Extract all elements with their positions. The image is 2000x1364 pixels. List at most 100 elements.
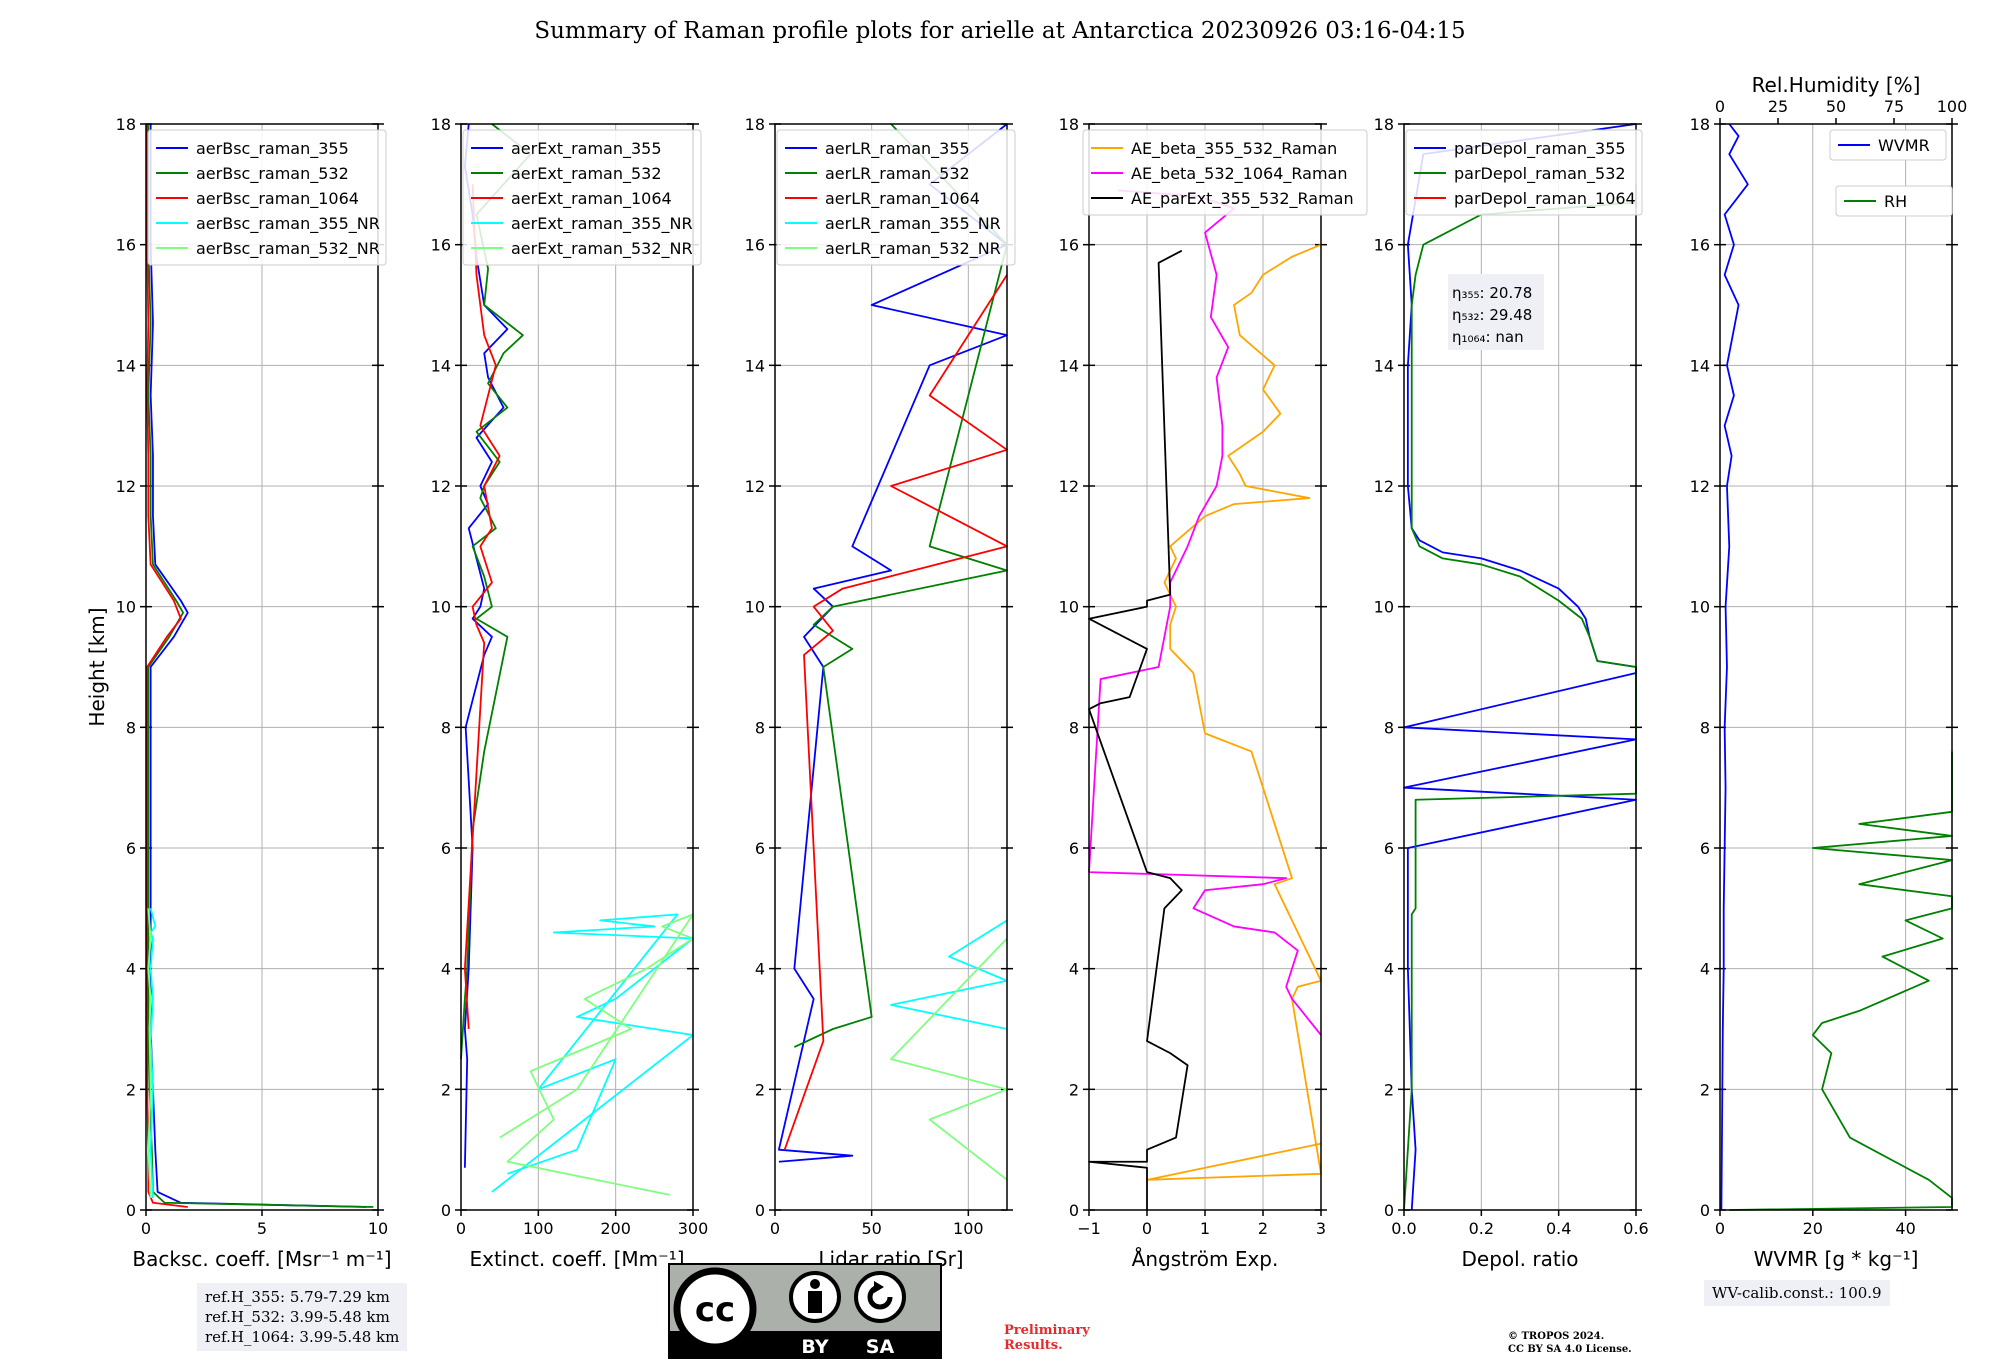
legend-label: aerBsc_raman_1064 (196, 189, 359, 209)
series-aerBsc_raman_1064 (146, 124, 188, 1208)
y-tick-label: 2 (1384, 1080, 1394, 1099)
x-tick-label: 50 (861, 1219, 881, 1238)
y-tick-label: 14 (1374, 356, 1394, 375)
copyright-line-2: CC BY SA 4.0 License. (1508, 1344, 1632, 1355)
x-tick-label: 0.4 (1546, 1219, 1571, 1238)
x-tick-label: 100 (953, 1219, 984, 1238)
y-tick-label: 12 (1690, 477, 1710, 496)
x-axis-label: Ångström Exp. (1132, 1247, 1279, 1271)
legend-label: WVMR (1878, 136, 1930, 155)
legend-box (1082, 129, 1368, 216)
y-tick-label: 6 (1700, 839, 1710, 858)
axes-frame (774, 123, 1008, 1211)
x-axis-label: WVMR [g * kg⁻¹] (1754, 1247, 1919, 1271)
y-tick-label: 12 (1374, 477, 1394, 496)
y-tick-label: 16 (1059, 236, 1079, 255)
y-tick-label: 2 (441, 1080, 451, 1099)
cc-text: cc (695, 1290, 735, 1330)
y-tick-label: 16 (1690, 236, 1710, 255)
y-tick-label: 14 (1690, 356, 1710, 375)
y-tick-label: 18 (745, 115, 765, 134)
y-tick-label: 18 (431, 115, 451, 134)
by-text: BY (801, 1336, 828, 1358)
axes-frame (460, 123, 694, 1211)
x-tick-label: 3 (1316, 1219, 1326, 1238)
top-tick-label: 50 (1826, 97, 1846, 116)
y-tick-label: 6 (441, 839, 451, 858)
legend-label: aerLR_raman_532 (825, 164, 970, 184)
y-tick-label: 4 (441, 960, 451, 979)
y-tick-label: 10 (1059, 598, 1079, 617)
top-tick-label: 0 (1715, 97, 1725, 116)
series-aerBsc_raman_532_NR (147, 908, 152, 1198)
panel-6: 0 2 4 6 8 10 12 14 16 18 0 20 40 WVMR [g * kg⁻¹] WVMR R… (1690, 73, 1968, 1271)
series-aerBsc_raman_355_NR (149, 908, 157, 1198)
y-tick-label: 10 (1374, 598, 1394, 617)
y-axis-label: Height [km] (85, 607, 109, 726)
series-aerBsc_raman_532 (147, 124, 374, 1208)
wv-calibration-box: WV-calib.const.: 100.9 (1704, 1280, 1890, 1306)
y-tick-label: 4 (1384, 960, 1394, 979)
series-aerExt_raman_355_NR (491, 913, 694, 1193)
y-tick-label: 12 (116, 477, 136, 496)
x-tick-label: 0.0 (1391, 1219, 1416, 1238)
series-AE_parExt_355_532_Raman (1088, 249, 1189, 1210)
legend-label: aerBsc_raman_532 (196, 164, 349, 184)
y-tick-label: 0 (1384, 1201, 1394, 1220)
series-aerLR_raman_532 (793, 123, 1008, 1048)
y-tick-label: 0 (755, 1201, 765, 1220)
y-tick-label: 4 (1700, 960, 1710, 979)
series-parDepol_raman_355 (1403, 123, 1637, 1211)
y-tick-label: 2 (126, 1080, 136, 1099)
y-tick-label: 4 (755, 960, 765, 979)
eta-value: η₁₀₆₄: nan (1452, 328, 1524, 346)
y-tick-label: 6 (1384, 839, 1394, 858)
x-tick-label: 0 (141, 1219, 151, 1238)
legend-label: aerExt_raman_355 (511, 139, 662, 159)
y-tick-label: 14 (745, 356, 765, 375)
legend-label: aerBsc_raman_532_NR (196, 239, 380, 259)
y-tick-label: 10 (745, 598, 765, 617)
series-aerExt_raman_1064 (463, 184, 501, 1030)
top-tick-label: 75 (1884, 97, 1904, 116)
top-tick-label: 25 (1768, 97, 1788, 116)
x-tick-label: 200 (600, 1219, 631, 1238)
legend-label: parDepol_raman_1064 (1454, 189, 1636, 209)
x-tick-label: 0 (456, 1219, 466, 1238)
legend-label: aerLR_raman_355_NR (825, 214, 1001, 234)
series-aerLR_raman_355 (777, 123, 1008, 1163)
series-aerLR_raman_532_NR (890, 937, 1008, 1181)
legend-label: aerExt_raman_532 (511, 164, 662, 184)
eta-box (1448, 274, 1544, 350)
axes-frame (1403, 123, 1637, 1211)
y-tick-label: 0 (1700, 1201, 1710, 1220)
y-tick-label: 14 (431, 356, 451, 375)
y-tick-label: 2 (1700, 1080, 1710, 1099)
series-parDepol_raman_532 (1403, 201, 1637, 1211)
axes-frame (145, 123, 379, 1211)
legend-box (1405, 129, 1643, 216)
legend-box (147, 129, 387, 266)
y-tick-label: 4 (1069, 960, 1079, 979)
ref-height-355: ref.H_355: 5.79-7.29 km (205, 1288, 390, 1306)
reference-height-box: ref.H_355: 5.79-7.29 km ref.H_532: 3.99-… (197, 1283, 408, 1351)
panel-1: 0 2 4 6 8 10 12 14 16 18 0 5 10 Backsc. coeff. [Msr⁻¹… (116, 115, 392, 1271)
y-tick-label: 8 (755, 718, 765, 737)
legend-label: aerExt_raman_355_NR (511, 214, 693, 234)
x-tick-label: 0 (770, 1219, 780, 1238)
y-tick-label: 12 (745, 477, 765, 496)
panel-2: 0 2 4 6 8 10 12 14 16 18 0 100 200 300 Extinct. coeff.… (431, 115, 709, 1271)
cc-by-sa-logo: cc BY SA (668, 1263, 942, 1359)
ref-height-1064: ref.H_1064: 3.99-5.48 km (205, 1328, 400, 1346)
legend-label: aerBsc_raman_355 (196, 139, 349, 159)
series-AE_beta_355_532_Raman (1146, 243, 1322, 1181)
x-tick-label: 2 (1258, 1219, 1268, 1238)
x-tick-label: 20 (1803, 1219, 1823, 1238)
y-tick-label: 6 (1069, 839, 1079, 858)
legend-label: aerExt_raman_532_NR (511, 239, 693, 259)
legend-label: aerBsc_raman_355_NR (196, 214, 380, 234)
legend-label: aerExt_raman_1064 (511, 189, 672, 209)
y-tick-label: 0 (441, 1201, 451, 1220)
